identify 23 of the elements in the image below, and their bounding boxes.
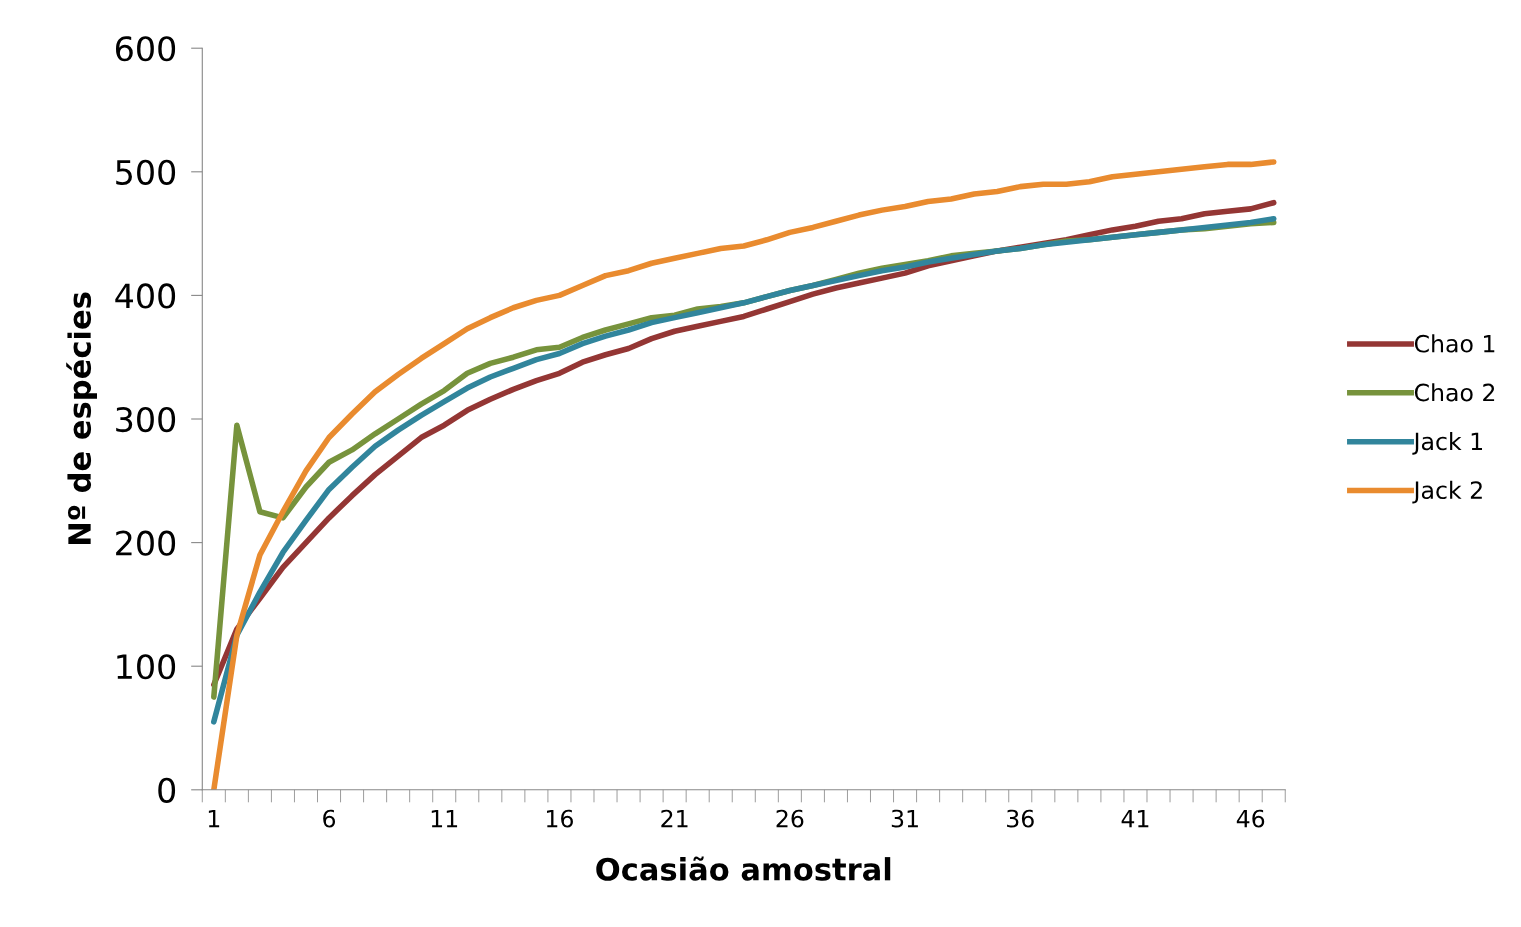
y-tick-label: 400 — [115, 283, 176, 309]
legend-label: Jack 1 — [1412, 431, 1482, 455]
y-axis-title: Nº de espécies — [66, 292, 97, 545]
x-tick-label: 11 — [431, 809, 458, 828]
x-tick-label: 6 — [323, 809, 336, 828]
y-tick-label: 600 — [116, 36, 176, 62]
y-tick-label: 0 — [158, 777, 176, 803]
legend-label: Jack 2 — [1412, 480, 1482, 504]
legend-label: Chao 1 — [1414, 334, 1495, 353]
x-axis-title: Ocasião amostral — [596, 856, 891, 881]
x-tick-label: 31 — [891, 809, 918, 828]
legend-label: Chao 2 — [1414, 383, 1495, 402]
y-tick-label: 300 — [116, 406, 176, 433]
x-tick-label: 46 — [1236, 809, 1265, 828]
x-tick-label: 21 — [661, 809, 688, 828]
x-tick-label: 26 — [776, 809, 804, 828]
y-tick-label: 200 — [116, 530, 176, 556]
x-tick-label: 1 — [208, 809, 220, 828]
x-tick-label: 16 — [547, 809, 573, 828]
x-tick-label: 41 — [1121, 809, 1149, 828]
y-tick-label: 500 — [116, 159, 176, 185]
y-tick-label: 100 — [117, 654, 176, 680]
x-tick-label: 36 — [1007, 809, 1034, 828]
